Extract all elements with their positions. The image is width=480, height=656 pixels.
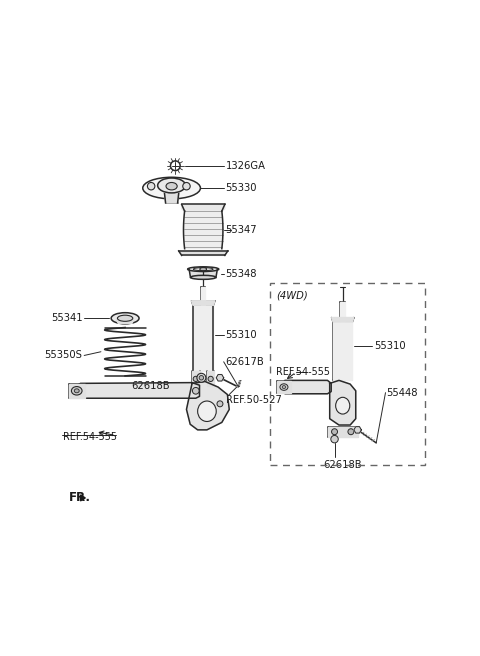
Polygon shape	[117, 320, 133, 323]
Ellipse shape	[111, 313, 139, 324]
Text: 55448: 55448	[386, 388, 418, 398]
Polygon shape	[279, 380, 331, 394]
Ellipse shape	[191, 276, 216, 279]
Polygon shape	[201, 287, 205, 305]
Ellipse shape	[143, 177, 201, 199]
Polygon shape	[192, 300, 215, 305]
Polygon shape	[340, 302, 345, 322]
Circle shape	[332, 429, 337, 435]
Text: 55348: 55348	[226, 268, 257, 279]
Ellipse shape	[118, 315, 133, 321]
Polygon shape	[189, 269, 217, 277]
Ellipse shape	[74, 389, 79, 393]
Text: REF.50-527: REF.50-527	[226, 395, 281, 405]
Text: (4WD): (4WD)	[276, 291, 308, 300]
Circle shape	[348, 429, 354, 435]
Polygon shape	[328, 426, 358, 437]
Ellipse shape	[200, 267, 206, 271]
Text: FR.: FR.	[69, 491, 91, 504]
Text: 55310: 55310	[374, 341, 406, 351]
Circle shape	[193, 377, 198, 382]
Polygon shape	[81, 495, 85, 501]
Circle shape	[199, 375, 204, 380]
Text: 1326GA: 1326GA	[226, 161, 265, 171]
Polygon shape	[332, 318, 354, 322]
Polygon shape	[216, 375, 224, 381]
Text: 55347: 55347	[226, 225, 257, 235]
Polygon shape	[181, 205, 225, 211]
Polygon shape	[193, 305, 214, 371]
Text: 55350S: 55350S	[45, 350, 83, 360]
Polygon shape	[69, 384, 85, 398]
Polygon shape	[330, 380, 356, 425]
Polygon shape	[179, 251, 228, 255]
Polygon shape	[207, 371, 215, 386]
Text: REF.54-555: REF.54-555	[63, 432, 117, 442]
Text: REF.54-555: REF.54-555	[276, 367, 330, 377]
Polygon shape	[183, 211, 223, 249]
Ellipse shape	[280, 384, 288, 390]
Ellipse shape	[282, 386, 286, 388]
Circle shape	[197, 373, 206, 382]
Circle shape	[183, 182, 190, 190]
Bar	[270, 283, 424, 465]
Ellipse shape	[198, 401, 216, 422]
Text: 55341: 55341	[51, 314, 83, 323]
Text: 62618B: 62618B	[131, 381, 170, 391]
Ellipse shape	[166, 182, 177, 190]
Ellipse shape	[188, 267, 219, 272]
Polygon shape	[186, 382, 229, 430]
Circle shape	[217, 401, 223, 407]
Polygon shape	[192, 371, 200, 386]
Polygon shape	[333, 322, 352, 380]
Text: 55330: 55330	[226, 183, 257, 193]
Ellipse shape	[72, 386, 82, 395]
Text: 55310: 55310	[226, 330, 257, 340]
Text: 62617B: 62617B	[226, 357, 264, 367]
Polygon shape	[165, 194, 179, 203]
Polygon shape	[75, 382, 200, 398]
Ellipse shape	[157, 178, 186, 193]
Circle shape	[147, 182, 155, 190]
Circle shape	[208, 377, 213, 382]
Circle shape	[331, 436, 338, 443]
Text: 62618B: 62618B	[324, 460, 362, 470]
Ellipse shape	[336, 398, 350, 414]
Polygon shape	[277, 381, 290, 393]
Polygon shape	[354, 426, 361, 433]
Circle shape	[192, 388, 199, 394]
